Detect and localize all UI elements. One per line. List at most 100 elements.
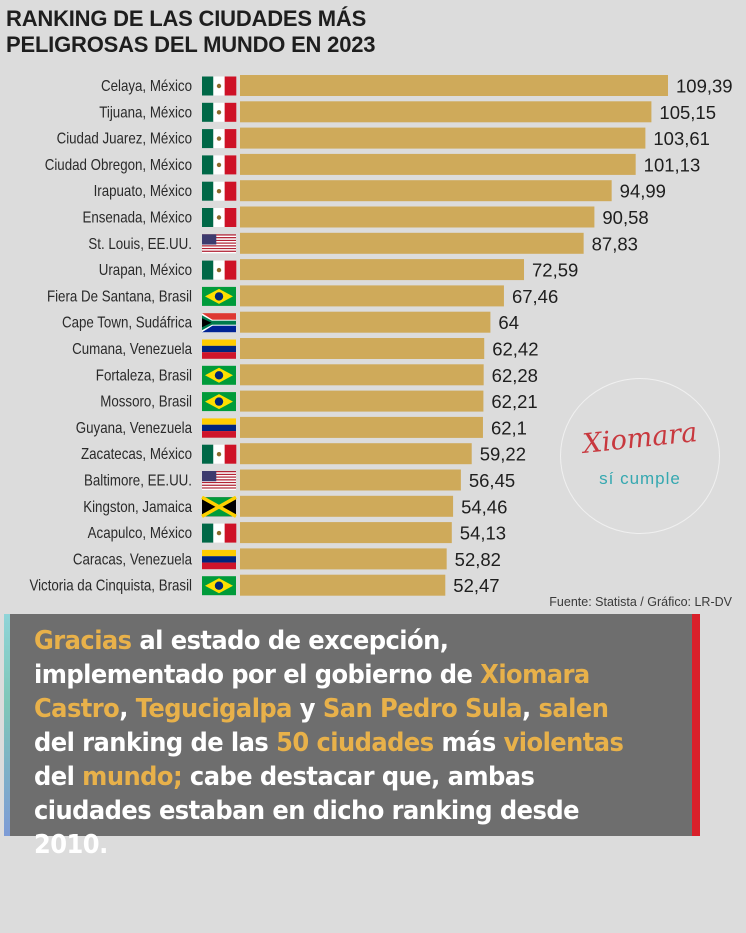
value-label: 109,39 <box>676 76 733 97</box>
category-label: Urapan, México <box>99 262 192 279</box>
value-label: 59,22 <box>480 444 526 465</box>
category-label: Victoria da Cinquista, Brasil <box>29 578 192 595</box>
value-label: 56,45 <box>469 470 515 491</box>
category-label: Mossoro, Brasil <box>100 394 192 411</box>
bar <box>240 153 636 175</box>
value-label: 62,21 <box>491 391 537 412</box>
flag-mx-icon <box>202 260 237 280</box>
category-label: Guyana, Venezuela <box>76 420 193 437</box>
flag-br-icon <box>202 286 236 306</box>
logo-text-name: Xiomara <box>581 417 699 460</box>
bar <box>240 469 461 491</box>
flag-mx-icon <box>202 102 237 122</box>
bar <box>240 206 595 228</box>
category-label: Acapulco, México <box>88 525 192 542</box>
flag-mx-icon <box>202 76 237 96</box>
bar <box>240 75 668 96</box>
bar <box>240 338 485 359</box>
banner-highlight: San Pedro Sula <box>322 694 523 724</box>
info-banner: Gracias al estado de excepción, implemen… <box>4 614 700 860</box>
banner-segment: cabe destacar que, ambas ciudades estaba… <box>34 762 579 860</box>
bar <box>240 311 491 333</box>
value-label: 52,47 <box>453 575 499 596</box>
banner-highlight: salen <box>538 694 609 724</box>
bar <box>240 443 472 465</box>
value-label: 72,59 <box>532 260 578 281</box>
banner-highlight: Xiomara Castro <box>34 660 590 724</box>
banner-segment: y <box>291 694 323 724</box>
value-label: 52,82 <box>455 549 501 570</box>
flag-mx-icon <box>202 155 237 175</box>
bar <box>240 232 584 254</box>
category-label: Fiera De Santana, Brasil <box>47 289 192 306</box>
value-label: 103,61 <box>653 128 710 149</box>
banner-highlight: mundo; <box>82 762 183 792</box>
category-label: St. Louis, EE.UU. <box>88 236 192 253</box>
bar <box>240 522 452 544</box>
bar-chart: Celaya, México 109,39 Tijuana, México 105,1… <box>29 75 733 596</box>
flag-br-icon <box>202 392 236 412</box>
banner-highlight: violentas <box>503 728 624 758</box>
category-label: Celaya, México <box>101 78 192 95</box>
category-label: Kingston, Jamaica <box>83 499 193 516</box>
flag-ve-icon <box>202 418 236 438</box>
flag-mx-icon <box>202 181 237 201</box>
flag-ve-icon <box>202 549 236 570</box>
value-label: 87,83 <box>592 233 638 254</box>
value-label: 90,58 <box>602 207 648 228</box>
flag-mx-icon <box>202 129 237 149</box>
category-label: Cumana, Venezuela <box>72 341 193 358</box>
value-label: 62,42 <box>492 339 538 360</box>
source-note: Fuente: Statista / Gráfico: LR-DV <box>549 595 732 609</box>
flag-br-icon <box>202 576 236 596</box>
value-label: 62,28 <box>492 365 538 386</box>
value-label: 62,1 <box>491 417 527 438</box>
bar <box>240 574 446 596</box>
banner-highlight: 50 ciudades <box>276 728 434 758</box>
flag-us-icon <box>202 234 236 254</box>
category-label: Cape Town, Sudáfrica <box>62 315 193 332</box>
category-label: Fortaleza, Brasil <box>96 367 192 384</box>
category-label: Irapuato, México <box>94 183 192 200</box>
bar <box>240 390 484 412</box>
flag-za-icon <box>202 313 236 333</box>
category-label: Caracas, Venezuela <box>73 552 193 569</box>
banner-segment: , <box>522 694 539 724</box>
flag-mx-icon <box>202 208 237 227</box>
category-label: Zacatecas, México <box>81 446 192 463</box>
flag-ve-icon <box>202 339 236 359</box>
flag-mx-icon <box>202 444 237 464</box>
bar <box>240 495 454 517</box>
flag-mx-icon <box>202 523 237 543</box>
value-label: 67,46 <box>512 286 558 307</box>
chart-title-line-2: PELIGROSAS DEL MUNDO EN 2023 <box>6 32 376 57</box>
value-label: 101,13 <box>644 154 701 175</box>
value-label: 105,15 <box>659 102 716 123</box>
bar <box>240 127 646 149</box>
category-label: Ciudad Obregon, México <box>45 157 192 174</box>
xiomara-logo: Xiomara sí cumple <box>560 378 720 534</box>
category-label: Tijuana, México <box>99 104 192 121</box>
banner-segment: del <box>34 762 83 792</box>
category-label: Ensenada, México <box>82 210 192 227</box>
flag-jm-icon <box>201 495 237 518</box>
banner-highlight: Tegucigalpa <box>135 694 293 724</box>
value-label: 94,99 <box>620 181 666 202</box>
bar <box>240 548 447 570</box>
value-label: 64 <box>498 312 519 333</box>
value-label: 54,13 <box>460 523 506 544</box>
banner-segment: , <box>119 694 136 724</box>
category-label: Ciudad Juarez, México <box>57 131 192 148</box>
bar <box>240 259 525 281</box>
bar <box>240 285 504 307</box>
value-label: 54,46 <box>461 496 507 517</box>
bar <box>240 101 652 123</box>
banner-left-strip <box>4 614 10 836</box>
category-label: Baltimore, EE.UU. <box>84 473 192 490</box>
logo-text-slogan: sí cumple <box>599 469 681 488</box>
flag-us-icon <box>202 471 236 490</box>
chart-title-line-1: RANKING DE LAS CIUDADES MÁS <box>6 6 367 31</box>
banner-text: Gracias al estado de excepción, implemen… <box>34 624 639 862</box>
chart-title: RANKING DE LAS CIUDADES MÁS PELIGROSAS D… <box>6 6 376 58</box>
banner-highlight: Gracias <box>34 626 132 656</box>
